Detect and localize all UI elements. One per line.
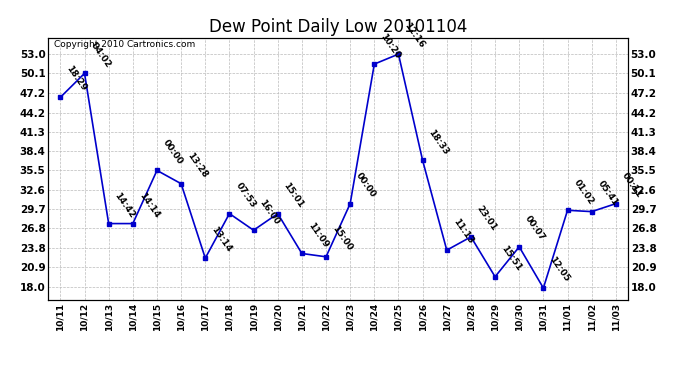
Text: 00:07: 00:07 [524, 214, 547, 243]
Text: 07:53: 07:53 [234, 181, 257, 210]
Text: 11:09: 11:09 [306, 221, 330, 249]
Text: 13:14: 13:14 [210, 225, 233, 254]
Text: 15:00: 15:00 [331, 224, 354, 253]
Text: 16:00: 16:00 [258, 198, 282, 226]
Text: 00:00: 00:00 [161, 138, 185, 166]
Text: 05:41: 05:41 [596, 179, 620, 207]
Text: 12:16: 12:16 [403, 21, 426, 50]
Text: 04:02: 04:02 [89, 41, 112, 69]
Text: 13:28: 13:28 [186, 151, 209, 180]
Text: 01:02: 01:02 [572, 178, 595, 206]
Text: 00:11: 00:11 [620, 171, 644, 200]
Text: 12:05: 12:05 [548, 255, 571, 284]
Text: 10:20: 10:20 [379, 32, 402, 60]
Text: 15:01: 15:01 [282, 181, 306, 210]
Text: 18:33: 18:33 [427, 128, 451, 156]
Text: 14:42: 14:42 [113, 190, 137, 219]
Text: 14:14: 14:14 [137, 190, 161, 219]
Title: Dew Point Daily Low 20101104: Dew Point Daily Low 20101104 [209, 18, 467, 36]
Text: 15:51: 15:51 [500, 244, 523, 273]
Text: 00:00: 00:00 [355, 171, 378, 200]
Text: 23:01: 23:01 [475, 204, 499, 233]
Text: Copyright 2010 Cartronics.com: Copyright 2010 Cartronics.com [54, 40, 195, 49]
Text: 11:13: 11:13 [451, 217, 475, 246]
Text: 18:29: 18:29 [65, 64, 88, 93]
